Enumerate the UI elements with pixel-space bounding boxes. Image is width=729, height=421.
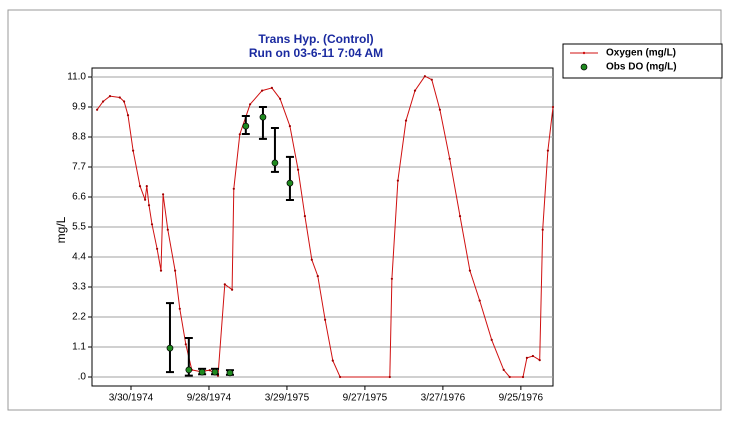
y-tick-label: .0 — [78, 372, 87, 383]
legend-swatch — [582, 51, 586, 55]
obs-point — [226, 369, 234, 377]
obs-point — [185, 366, 193, 374]
y-tick-label: 6.6 — [72, 192, 86, 203]
y-tick-label: 8.8 — [72, 132, 86, 143]
legend — [562, 43, 723, 79]
y-axis-label: mg/L — [54, 216, 68, 243]
legend-swatch — [580, 63, 588, 71]
y-tick-label: 11.0 — [67, 72, 86, 83]
x-tick-label: 9/28/1974 — [187, 393, 232, 404]
chart-title: Trans Hyp. (Control) — [258, 32, 373, 46]
x-tick-label: 9/27/1975 — [343, 393, 388, 404]
obs-point — [166, 344, 174, 352]
y-tick-label: 1.1 — [72, 342, 86, 353]
obs-point — [286, 179, 294, 187]
oxygen-line — [95, 75, 555, 379]
x-tick-label: 3/30/1974 — [109, 393, 154, 404]
x-tick-label: 9/25/1976 — [499, 393, 544, 404]
y-tick-label: 4.4 — [72, 252, 86, 263]
chart-subtitle: Run on 03-6-11 7:04 AM — [249, 46, 383, 60]
obs-point — [259, 113, 267, 121]
obs-point — [271, 159, 279, 167]
y-tick-label: 5.5 — [72, 222, 86, 233]
legend-label: Oxygen (mg/L) — [606, 48, 676, 59]
x-tick-label: 3/29/1975 — [265, 393, 310, 404]
y-tick-label: 7.7 — [72, 162, 86, 173]
y-tick-label: 2.2 — [72, 312, 86, 323]
obs-point — [211, 368, 219, 376]
x-tick-label: 3/27/1976 — [421, 393, 466, 404]
obs-point — [198, 368, 206, 376]
y-tick-label: 3.3 — [72, 282, 86, 293]
legend-label: Obs DO (mg/L) — [606, 62, 677, 73]
y-tick-label: 9.9 — [72, 102, 86, 113]
obs-point — [242, 122, 250, 130]
